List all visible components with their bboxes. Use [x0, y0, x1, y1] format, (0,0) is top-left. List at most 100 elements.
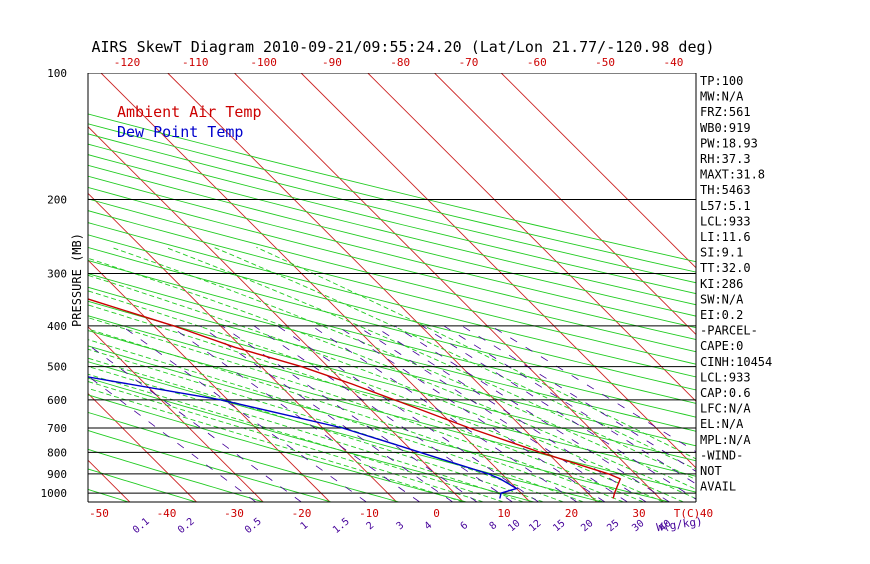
index-readout: SW:N/A	[700, 292, 744, 306]
isotherm-line	[434, 73, 696, 336]
pressure-tick-label: 800	[47, 446, 67, 459]
temp-tick-label-top: -100	[250, 56, 277, 69]
index-readout: SI:9.1	[700, 246, 743, 260]
dry-adiabat-line	[88, 361, 603, 502]
index-readout: PW:18.93	[700, 136, 758, 150]
isotherm-line	[100, 73, 531, 502]
mixing-ratio-tick-label: 3	[395, 520, 407, 532]
dry-adiabat-line	[88, 488, 129, 502]
legend-item-dew: Dew Point Temp	[117, 123, 243, 141]
index-readout: MW:N/A	[700, 90, 744, 104]
mixing-ratio-line	[373, 325, 647, 502]
index-readout: RH:37.3	[700, 152, 751, 166]
dry-adiabat-line	[88, 411, 400, 502]
moist-adiabat-line	[88, 357, 544, 502]
index-readout: L57:5.1	[700, 199, 751, 213]
temp-tick-label-bottom: -50	[89, 507, 109, 520]
isotherm-line	[234, 73, 664, 502]
temp-tick-label-top: -80	[390, 56, 410, 69]
index-readout: TP:100	[700, 74, 743, 88]
chart-title: AIRS SkewT Diagram 2010-09-21/09:55:24.2…	[91, 38, 714, 56]
index-readout: LCL:933	[700, 370, 751, 384]
index-readout: AVAIL	[700, 480, 736, 494]
moist-adiabat-line	[88, 328, 604, 502]
moist-adiabat-line	[256, 246, 696, 460]
temp-tick-label-bottom: -20	[292, 507, 312, 520]
index-readout: CAPE:0	[700, 339, 743, 353]
moist-adiabat-line	[88, 317, 624, 502]
mixing-ratio-line	[121, 325, 367, 502]
mixing-ratio-line	[170, 325, 420, 502]
dry-adiabat-line	[88, 394, 467, 502]
temp-tick-label-bottom: -30	[224, 507, 244, 520]
temp-tick-label-top: -40	[663, 56, 683, 69]
sounding-series	[88, 298, 622, 499]
mixing-ratio-line	[490, 325, 696, 453]
dry-adiabat-line	[88, 154, 696, 306]
mixing-ratio-tick-label: 2	[365, 520, 377, 532]
pressure-tick-label: 700	[47, 422, 67, 435]
index-readout: NOT	[700, 464, 722, 478]
mixing-ratio-line	[221, 325, 478, 502]
index-readout: TT:32.0	[700, 261, 751, 275]
index-readout: EI:0.2	[700, 308, 743, 322]
mixing-ratio-tick-label: 15	[551, 518, 567, 534]
moist-adiabat-line	[165, 246, 696, 481]
moist-adiabat-line	[88, 257, 696, 500]
isotherm-line	[367, 73, 696, 402]
index-readout: MPL:N/A	[700, 433, 751, 447]
dry-adiabat-line	[88, 286, 696, 447]
pressure-tick-label: 100	[47, 67, 67, 80]
moist-adiabat-line	[88, 290, 664, 502]
isotherm-line	[500, 73, 696, 269]
isotherm-line	[88, 192, 397, 502]
mixing-ratio-line	[443, 325, 696, 485]
dewpoint-profile-line	[88, 376, 519, 499]
dry-adiabat-line	[88, 377, 535, 502]
mixing-ratio-tick-label: 1.5	[331, 516, 352, 536]
index-readout: WB0:919	[700, 121, 751, 135]
mixing-ratio-axis-label: W(g/kg)	[656, 515, 704, 534]
plot-frame	[87, 73, 697, 503]
legend-item-temp: Ambient Air Temp	[117, 103, 262, 121]
mixing-ratio-tick-label: 8	[488, 520, 500, 532]
temp-tick-label-top: -90	[322, 56, 342, 69]
mixing-ratio-tick-label: 30	[630, 518, 646, 534]
dry-adiabat-line	[88, 273, 696, 432]
temp-tick-label-top: -50	[595, 56, 615, 69]
isotherm-line	[300, 73, 696, 469]
moist-adiabat-line	[88, 304, 644, 502]
x-axis-label: T(C)	[674, 507, 701, 520]
index-readout: FRZ:561	[700, 105, 751, 119]
temp-tick-label-bottom: 30	[632, 507, 645, 520]
index-readout: CAP:0.6	[700, 386, 751, 400]
isotherm-line	[0, 73, 63, 502]
temp-tick-label-bottom: 20	[565, 507, 578, 520]
y-axis-label: PRESSURE (MB)	[70, 233, 84, 327]
moist-adiabat-line	[88, 381, 484, 502]
mixing-ratio-line	[253, 325, 513, 502]
mixing-ratio-tick-label: 1	[299, 520, 311, 532]
pressure-tick-label: 600	[47, 394, 67, 407]
temp-tick-label-top: -110	[182, 56, 209, 69]
mixing-ratio-tick-label: 25	[605, 518, 621, 534]
moist-adiabat-line	[88, 365, 524, 502]
index-readout: -PARCEL-	[700, 324, 758, 338]
mixing-ratio-line	[88, 375, 257, 502]
dry-adiabat-line	[88, 210, 696, 365]
mixing-ratio-tick-label: 6	[459, 520, 471, 532]
moist-adiabat-line	[88, 274, 684, 502]
index-readout: CINH:10454	[700, 355, 772, 369]
pressure-tick-label: 400	[47, 320, 67, 333]
isotherm-line	[167, 73, 598, 502]
index-readout: LCL:933	[700, 214, 751, 228]
temp-tick-label-bottom: 0	[433, 507, 440, 520]
dry-adiabat-line	[88, 113, 696, 263]
mixing-ratio-tick-label: 12	[527, 518, 543, 534]
dry-adiabat-line	[88, 345, 670, 502]
moist-adiabat-line	[88, 348, 564, 502]
mixing-ratio-tick-label: 4	[423, 520, 435, 532]
mixing-ratio-tick-label: 20	[579, 518, 595, 534]
